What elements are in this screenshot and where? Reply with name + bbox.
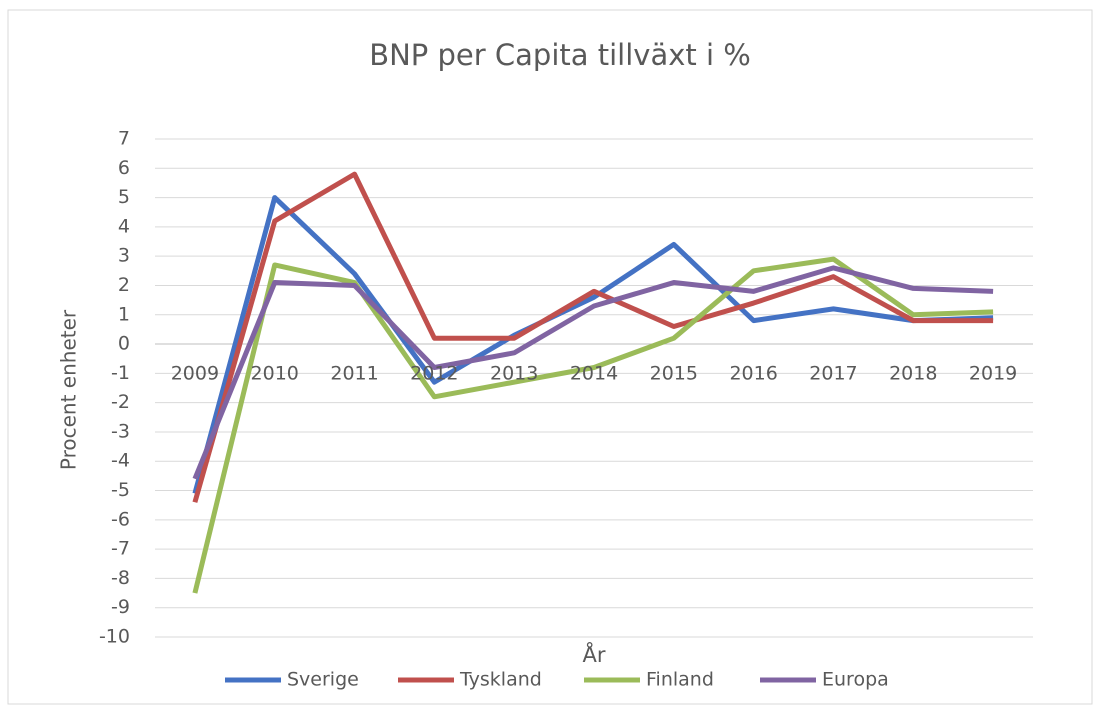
x-tick-label: 2015 xyxy=(650,363,698,385)
x-tick-label: 2017 xyxy=(809,363,857,385)
y-tick-label: -3 xyxy=(111,420,130,442)
chart-title: BNP per Capita tillväxt i % xyxy=(369,38,751,72)
series-line xyxy=(192,256,994,594)
x-tick-label: 2010 xyxy=(251,363,299,385)
y-tick-label: 0 xyxy=(118,333,130,355)
x-tick-label: 2018 xyxy=(889,363,937,385)
series-line xyxy=(192,195,994,495)
legend-label: Tyskland xyxy=(459,669,542,691)
y-tick-label: -9 xyxy=(111,596,130,618)
legend-label: Finland xyxy=(646,669,714,691)
y-tick-label: 6 xyxy=(118,157,130,179)
y-axis-label: Procent enheter xyxy=(57,309,81,470)
y-tick-label: -8 xyxy=(111,567,130,589)
x-tick-label: 2013 xyxy=(490,363,538,385)
y-tick-label: -1 xyxy=(111,362,130,384)
y-tick-label: 7 xyxy=(118,128,130,150)
x-axis-label: År xyxy=(583,641,606,667)
series-line xyxy=(192,265,994,480)
x-tick-label: 2011 xyxy=(330,363,378,385)
y-tick-label: 1 xyxy=(118,303,130,325)
y-tick-label: 4 xyxy=(118,215,130,237)
legend-label: Sverige xyxy=(287,669,359,691)
y-tick-label: -10 xyxy=(99,626,130,648)
legend-label: Europa xyxy=(822,669,889,691)
y-tick-label: 3 xyxy=(118,245,130,267)
y-tick-label: -2 xyxy=(111,391,130,413)
x-tick-label: 2009 xyxy=(171,363,219,385)
y-tick-label: -7 xyxy=(111,538,130,560)
series-line xyxy=(192,171,994,503)
y-tick-label: -5 xyxy=(111,479,130,501)
x-tick-label: 2019 xyxy=(969,363,1017,385)
y-tick-label: 5 xyxy=(118,186,130,208)
x-tick-label: 2012 xyxy=(410,363,458,385)
chart-frame xyxy=(7,9,1093,705)
x-tick-label: 2014 xyxy=(570,363,618,385)
y-tick-label: 2 xyxy=(118,274,130,296)
y-tick-label: -4 xyxy=(111,450,130,472)
y-tick-label: -6 xyxy=(111,508,130,530)
x-tick-label: 2016 xyxy=(729,363,777,385)
